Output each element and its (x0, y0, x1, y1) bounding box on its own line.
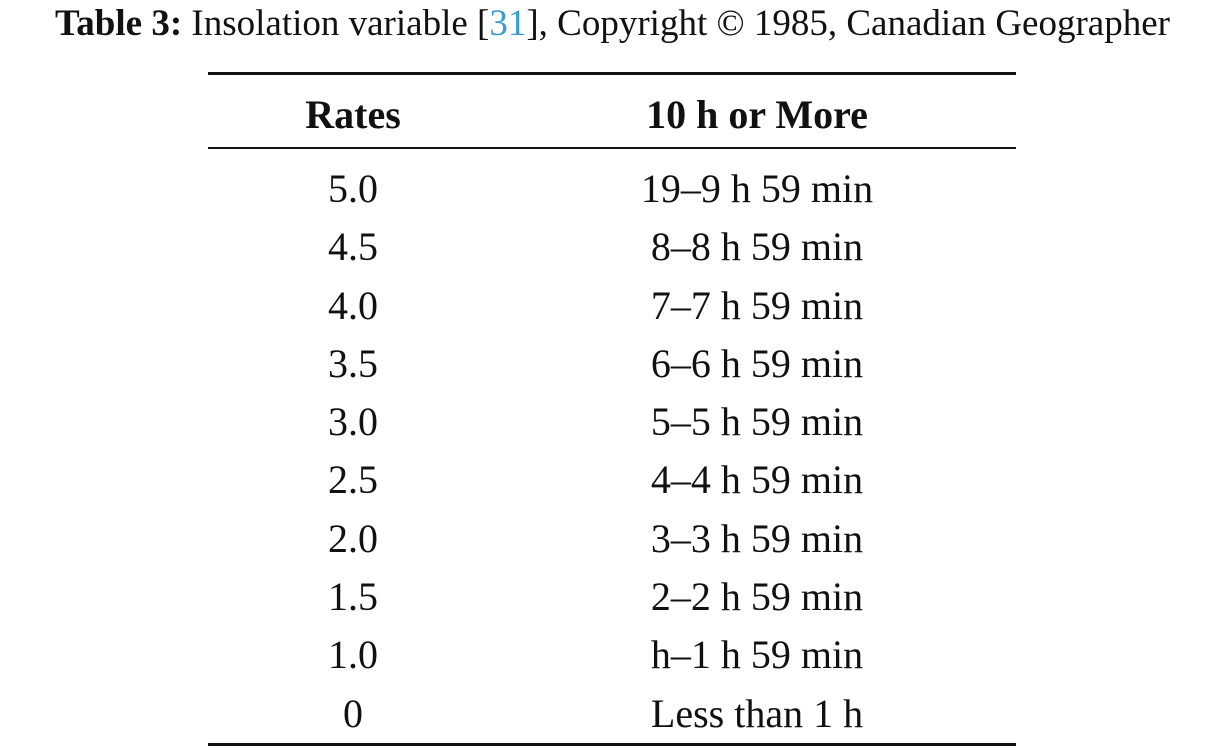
table-header-rule (208, 147, 1016, 149)
table-row: 5.0 19–9 h 59 min (208, 160, 1016, 218)
table-row: 3.0 5–5 h 59 min (208, 393, 1016, 451)
table-row: 2.5 4–4 h 59 min (208, 451, 1016, 509)
duration-cell: h–1 h 59 min (650, 632, 864, 678)
rate-cell: 1.0 (328, 632, 378, 678)
table-caption: Table 3: Insolation variable [31], Copyr… (0, 0, 1225, 48)
rate-cell: 4.5 (328, 224, 378, 270)
duration-cell: 2–2 h 59 min (650, 574, 864, 620)
rate-cell: 3.5 (328, 340, 378, 386)
rate-cell: 1.5 (328, 574, 378, 620)
rate-cell: 3.0 (328, 399, 378, 445)
table-row: 4.0 7–7 h 59 min (208, 277, 1016, 335)
duration-cell: 3–3 h 59 min (650, 515, 864, 561)
duration-cell: 6–6 h 59 min (650, 340, 864, 386)
table-row: 3.5 6–6 h 59 min (208, 335, 1016, 393)
duration-cell: Less than 1 h (650, 690, 864, 736)
table-top-rule (208, 72, 1016, 75)
table-row: 0 Less than 1 h (208, 685, 1016, 743)
table-caption-text-end: ], Copyright © 1985, Canadian Geographer (526, 3, 1170, 44)
table-row: 1.0 h–1 h 59 min (208, 626, 1016, 684)
citation-link[interactable]: 31 (489, 3, 527, 44)
duration-cell: 19–9 h 59 min (640, 166, 874, 211)
column-header-rates: Rates (305, 92, 401, 137)
table-header-row: Rates 10 h or More (208, 88, 1016, 142)
table-body: 5.0 19–9 h 59 min 4.5 8–8 h 59 min 4.0 7… (208, 160, 1016, 743)
duration-cell: 7–7 h 59 min (650, 282, 864, 328)
duration-cell: 8–8 h 59 min (650, 224, 864, 270)
table-caption-label: Table 3: (55, 3, 183, 44)
duration-cell: 5–5 h 59 min (650, 399, 864, 445)
rate-cell: 5.0 (328, 166, 378, 211)
rate-cell: 0 (343, 690, 363, 736)
rate-cell: 2.0 (328, 515, 378, 561)
table-row: 2.0 3–3 h 59 min (208, 510, 1016, 568)
rate-cell: 4.0 (328, 282, 378, 328)
table-bottom-rule (208, 743, 1016, 746)
table-row: 4.5 8–8 h 59 min (208, 218, 1016, 276)
duration-cell: 4–4 h 59 min (650, 457, 864, 503)
column-header-duration: 10 h or More (646, 92, 868, 137)
rate-cell: 2.5 (328, 457, 378, 503)
table-caption-text: Insolation variable [ (182, 3, 490, 44)
table-row: 1.5 2–2 h 59 min (208, 568, 1016, 626)
